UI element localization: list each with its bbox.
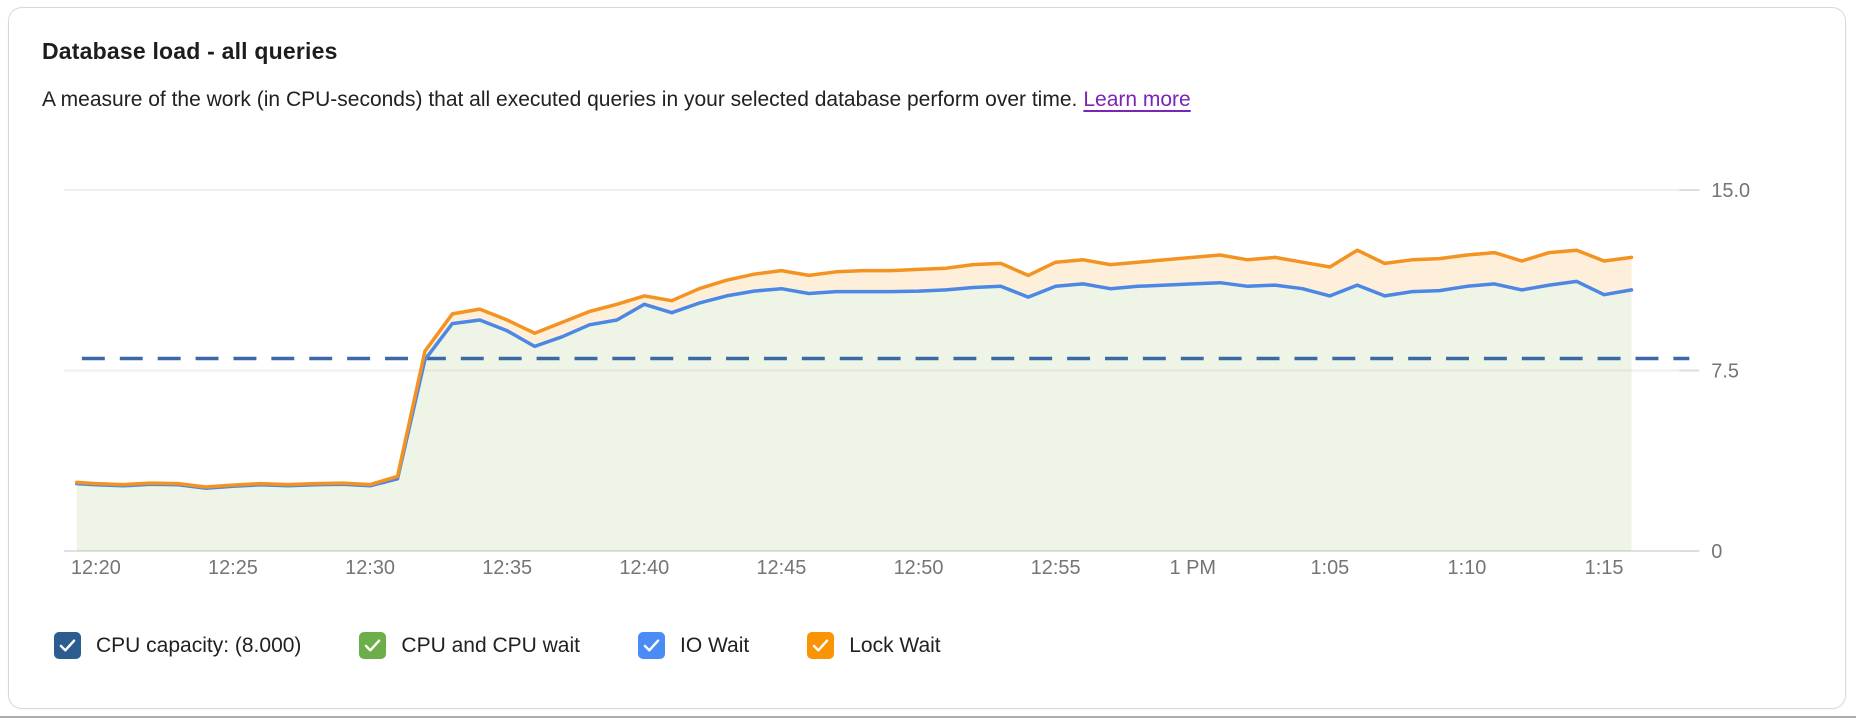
legend-item-lock-wait[interactable]: Lock Wait [807,632,941,659]
checkbox-checked-icon[interactable] [807,632,835,659]
legend-item-io-wait[interactable]: IO Wait [637,632,750,659]
legend-label[interactable]: Lock Wait [849,633,941,657]
y-tick-label: 15.0 [1711,180,1750,202]
legend-item-cpu-capacity[interactable]: CPU capacity: (8.000) [54,632,301,659]
lock-wait-line [74,248,1634,489]
lock-wait-band [76,250,1632,489]
legend-item-cpu-and-cpu-wait[interactable]: CPU and CPU wait [359,632,580,659]
x-tick-label: 1:15 [1585,557,1624,579]
x-tick-label: 12:55 [1031,557,1081,579]
checkbox-checked-icon[interactable] [359,632,387,659]
legend-label[interactable]: IO Wait [679,633,750,657]
x-tick-label: 12:25 [208,557,258,579]
legend-label[interactable]: CPU capacity: (8.000) [96,633,302,657]
y-tick-label: 7.5 [1711,360,1739,382]
x-tick-label: 12:45 [756,557,806,579]
x-tick-label: 12:35 [482,557,532,579]
database-load-card: Database load - all queries A measure of… [8,7,1846,709]
checkbox-checked-icon[interactable] [637,632,665,659]
learn-more-link[interactable]: Learn more [1083,88,1191,111]
page-title: Database load - all queries [42,38,338,64]
legend-label[interactable]: CPU and CPU wait [401,633,580,657]
x-tick-label: 12:50 [894,557,944,579]
chart-description-text: A measure of the work (in CPU-seconds) t… [42,88,1078,111]
x-tick-label: 12:20 [71,557,121,579]
cpu-wait-area [76,281,1632,551]
x-tick-label: 1 PM [1169,557,1216,579]
database-load-chart[interactable]: 12:20 12:25 12:30 12:35 12:40 12:45 12:50 12:55… [42,143,1813,588]
x-tick-label: 12:40 [619,557,669,579]
checkbox-checked-icon[interactable] [54,632,81,659]
chart-legend: CPU capacity: (8.000) CPU and CPU wait I… [42,632,1813,659]
divider [0,716,1856,718]
x-tick-label: 1:10 [1448,557,1487,579]
chart-description: A measure of the work (in CPU-seconds) t… [42,88,1813,112]
x-tick-label: 12:30 [345,557,395,579]
y-tick-label: 0 [1711,541,1722,563]
card-content: Database load - all queries A measure of… [9,8,1845,659]
x-tick-label: 1:05 [1310,557,1349,579]
chart-canvas[interactable]: 12:20 12:25 12:30 12:35 12:40 12:45 12:50 12:55… [42,143,1813,588]
